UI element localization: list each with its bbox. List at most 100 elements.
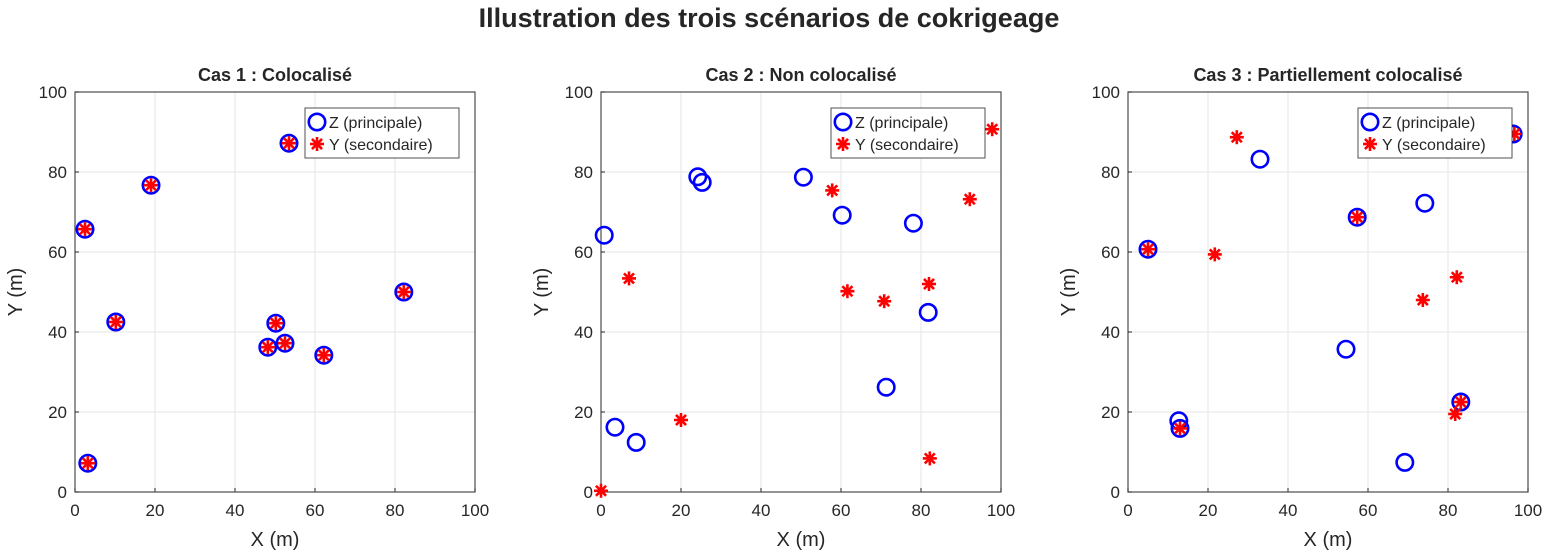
x-tick-label: 40 xyxy=(1279,501,1298,520)
y-tick-label: 60 xyxy=(574,243,593,262)
data-point-z xyxy=(918,302,938,322)
asterisk-stroke xyxy=(269,317,282,330)
data-point-y xyxy=(1229,130,1244,145)
data-point-z xyxy=(1395,452,1415,472)
series-y xyxy=(78,136,411,471)
data-point-y xyxy=(80,456,95,471)
data-point-z xyxy=(876,377,896,397)
asterisk-stroke xyxy=(923,278,935,290)
plot-area xyxy=(601,92,1001,492)
y-tick-label: 40 xyxy=(48,323,67,342)
subplot-title: Cas 2 : Non colocalisé xyxy=(705,65,896,85)
asterisk-stroke xyxy=(1351,211,1364,224)
x-tick-label: 60 xyxy=(1359,501,1378,520)
subplot-title: Cas 3 : Partiellement colocalisé xyxy=(1193,65,1462,85)
asterisk-stroke xyxy=(1449,408,1462,420)
asterisk-stroke xyxy=(1454,396,1467,408)
data-point-y xyxy=(1141,242,1155,257)
data-point-y xyxy=(985,122,1000,137)
data-point-z xyxy=(688,167,708,187)
data-point-z xyxy=(594,225,614,245)
y-axis-label: Y (m) xyxy=(531,268,553,317)
data-point-y xyxy=(108,315,123,329)
data-point-z xyxy=(106,312,126,332)
x-tick-label: 0 xyxy=(70,501,79,520)
asterisk-stroke xyxy=(986,123,999,136)
asterisk-stroke xyxy=(1208,248,1221,261)
legend-asterisk-icon xyxy=(310,137,324,151)
legend-box xyxy=(830,107,986,159)
x-tick-label: 60 xyxy=(306,501,325,520)
legend-label-z: Z (principale) xyxy=(1382,115,1475,132)
data-point-z xyxy=(793,167,813,187)
x-tick-label: 40 xyxy=(226,501,245,520)
legend-box xyxy=(304,107,460,159)
x-tick-label: 80 xyxy=(386,501,405,520)
asterisk-stroke xyxy=(963,193,976,206)
y-tick-label: 100 xyxy=(1092,83,1120,102)
data-point-y xyxy=(1350,210,1365,225)
data-point-y xyxy=(922,277,936,291)
data-point-y xyxy=(825,183,840,198)
y-tick-label: 60 xyxy=(1101,243,1120,262)
data-point-z xyxy=(903,213,923,233)
y-tick-label: 80 xyxy=(1101,163,1120,182)
x-tick-label: 100 xyxy=(461,501,489,520)
asterisk-stroke xyxy=(1230,131,1243,144)
legend-label-y: Y (secondaire) xyxy=(1382,137,1486,154)
y-tick-label: 100 xyxy=(565,83,593,102)
x-axis-label: X (m) xyxy=(1304,529,1353,551)
series-z xyxy=(594,167,938,452)
data-point-z xyxy=(75,219,95,239)
axes-box xyxy=(600,91,1002,493)
y-tick-label: 0 xyxy=(584,483,593,502)
asterisk-stroke xyxy=(923,452,936,465)
data-point-y xyxy=(622,271,636,286)
asterisk-stroke xyxy=(1416,294,1429,306)
data-point-z xyxy=(275,333,295,353)
data-point-y xyxy=(1415,293,1430,307)
subplot-2: 0 20 40 60 80 100 0 20 40 60 80 100 Cas 2 : Non colo… xyxy=(531,65,1015,551)
y-tick-label: 20 xyxy=(574,403,593,422)
series-y xyxy=(1141,127,1522,436)
asterisk-stroke xyxy=(145,179,157,192)
y-tick-label: 0 xyxy=(58,483,67,502)
x-tick-label: 80 xyxy=(912,501,931,520)
asterisk-stroke xyxy=(317,349,330,362)
data-point-y xyxy=(877,294,892,309)
y-axis-label: Y (m) xyxy=(1058,268,1080,317)
data-point-y xyxy=(396,285,411,299)
series-y xyxy=(594,122,1000,498)
data-point-y xyxy=(144,178,158,193)
y-tick-label: 100 xyxy=(39,83,67,102)
x-tick-label: 60 xyxy=(832,501,851,520)
series-z xyxy=(75,133,414,473)
legend-label-z: Z (principale) xyxy=(329,115,422,132)
data-point-y xyxy=(1173,421,1187,436)
x-axis-label: X (m) xyxy=(251,529,300,551)
x-tick-label: 0 xyxy=(1123,501,1132,520)
y-tick-label: 60 xyxy=(48,243,67,262)
legend-circle-icon xyxy=(307,112,327,132)
figure-title: Illustration des trois scénarios de cokr… xyxy=(479,3,1060,33)
asterisk-stroke xyxy=(397,286,410,298)
asterisk-stroke xyxy=(878,295,891,308)
asterisk-stroke xyxy=(826,184,839,197)
asterisk-stroke xyxy=(837,138,849,150)
data-point-z xyxy=(78,453,98,473)
plot-area xyxy=(1128,92,1528,492)
legend-circle-icon xyxy=(1360,112,1380,132)
data-point-z xyxy=(605,417,625,437)
data-point-y xyxy=(922,451,937,466)
y-tick-label: 40 xyxy=(1101,323,1120,342)
asterisk-stroke xyxy=(279,337,291,350)
subplot-1: 0 20 40 60 80 100 0 20 40 60 80 100 Cas 1 : Colocali… xyxy=(5,65,489,551)
data-point-y xyxy=(962,192,977,207)
data-point-z xyxy=(1250,149,1270,169)
x-axis-label: X (m) xyxy=(777,529,826,551)
x-tick-label: 0 xyxy=(596,501,605,520)
asterisk-stroke xyxy=(261,341,274,354)
y-axis-label: Y (m) xyxy=(5,268,27,317)
data-point-y xyxy=(674,413,688,427)
data-point-z xyxy=(1170,418,1190,438)
